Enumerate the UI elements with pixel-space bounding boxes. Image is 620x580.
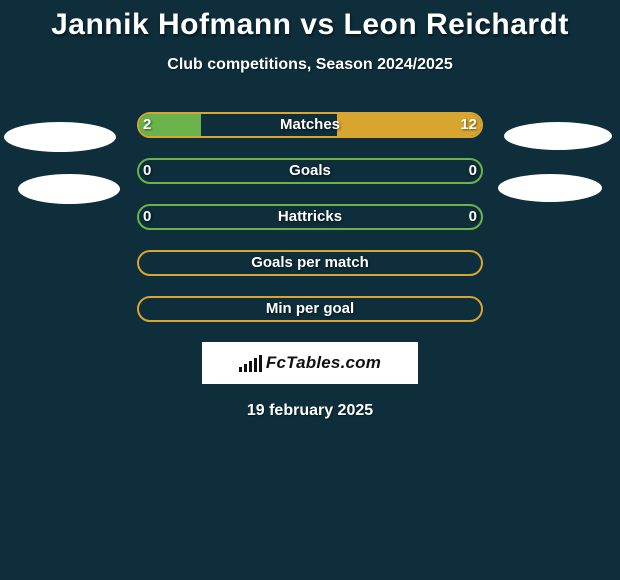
stat-label: Goals per match [139, 252, 481, 274]
stat-row: Min per goal [137, 296, 483, 322]
stat-label: Matches [139, 114, 481, 136]
stat-label: Hattricks [139, 206, 481, 228]
stat-row: 0Hattricks0 [137, 204, 483, 230]
stat-value-right: 0 [437, 206, 477, 228]
logo-bar [259, 355, 262, 372]
stats-container: 2Matches120Goals00Hattricks0Goals per ma… [137, 112, 483, 322]
side-oval [504, 122, 612, 150]
side-oval [4, 122, 116, 152]
logo-bar [254, 358, 257, 372]
stat-row: Goals per match [137, 250, 483, 276]
side-oval [498, 174, 602, 202]
date-label: 19 february 2025 [0, 402, 620, 420]
stat-value-right: 12 [437, 114, 477, 136]
logo-box: FcTables.com [202, 342, 418, 384]
logo-bar [244, 364, 247, 372]
logo-bars-icon [239, 355, 262, 372]
side-oval [18, 174, 120, 204]
stat-value-right [437, 252, 477, 274]
stat-value-right [437, 298, 477, 320]
stat-label: Goals [139, 160, 481, 182]
logo-bar [239, 367, 242, 372]
stat-value-right: 0 [437, 160, 477, 182]
subtitle: Club competitions, Season 2024/2025 [0, 56, 620, 74]
page-title: Jannik Hofmann vs Leon Reichardt [0, 0, 620, 42]
stat-row: 0Goals0 [137, 158, 483, 184]
logo-text: FcTables.com [266, 353, 381, 373]
stat-label: Min per goal [139, 298, 481, 320]
stat-row: 2Matches12 [137, 112, 483, 138]
logo-bar [249, 361, 252, 372]
fctables-logo: FcTables.com [239, 353, 381, 373]
